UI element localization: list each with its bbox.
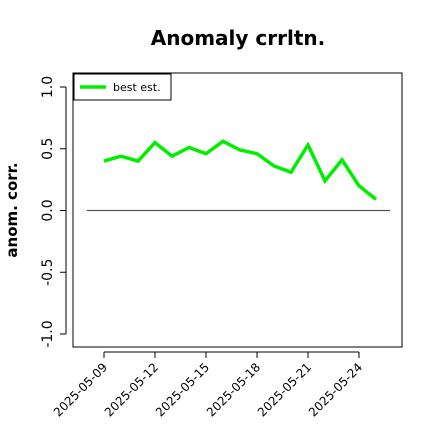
x-tick-label: 2025-05-21	[255, 360, 314, 419]
y-tick-label: 0.5	[40, 138, 56, 160]
y-tick-label: -1.0	[40, 320, 56, 347]
x-tick-label: 2025-05-09	[51, 360, 110, 419]
x-tick-label: 2025-05-24	[306, 360, 365, 419]
x-tick-label: 2025-05-15	[153, 360, 212, 419]
y-tick-label: 0.0	[40, 199, 56, 221]
y-axis: -1.0 -0.5 0.0 0.5 1.0	[40, 76, 67, 348]
series-group	[103, 139, 378, 201]
chart-title: Anomaly crrltn.	[151, 26, 325, 50]
plot-frame	[72, 72, 403, 348]
x-tick-label: 2025-05-12	[102, 360, 161, 419]
x-axis: 2025-05-092025-05-122025-05-152025-05-18…	[51, 351, 365, 419]
legend-label: best est.	[113, 81, 161, 94]
y-tick-label: -0.5	[40, 259, 56, 286]
legend: best est.	[73, 73, 172, 101]
x-tick-label: 2025-05-18	[204, 360, 263, 419]
series-line-best-est	[103, 139, 378, 201]
y-tick-label: 1.0	[40, 76, 56, 98]
y-axis-label: anom. corr.	[3, 162, 21, 257]
